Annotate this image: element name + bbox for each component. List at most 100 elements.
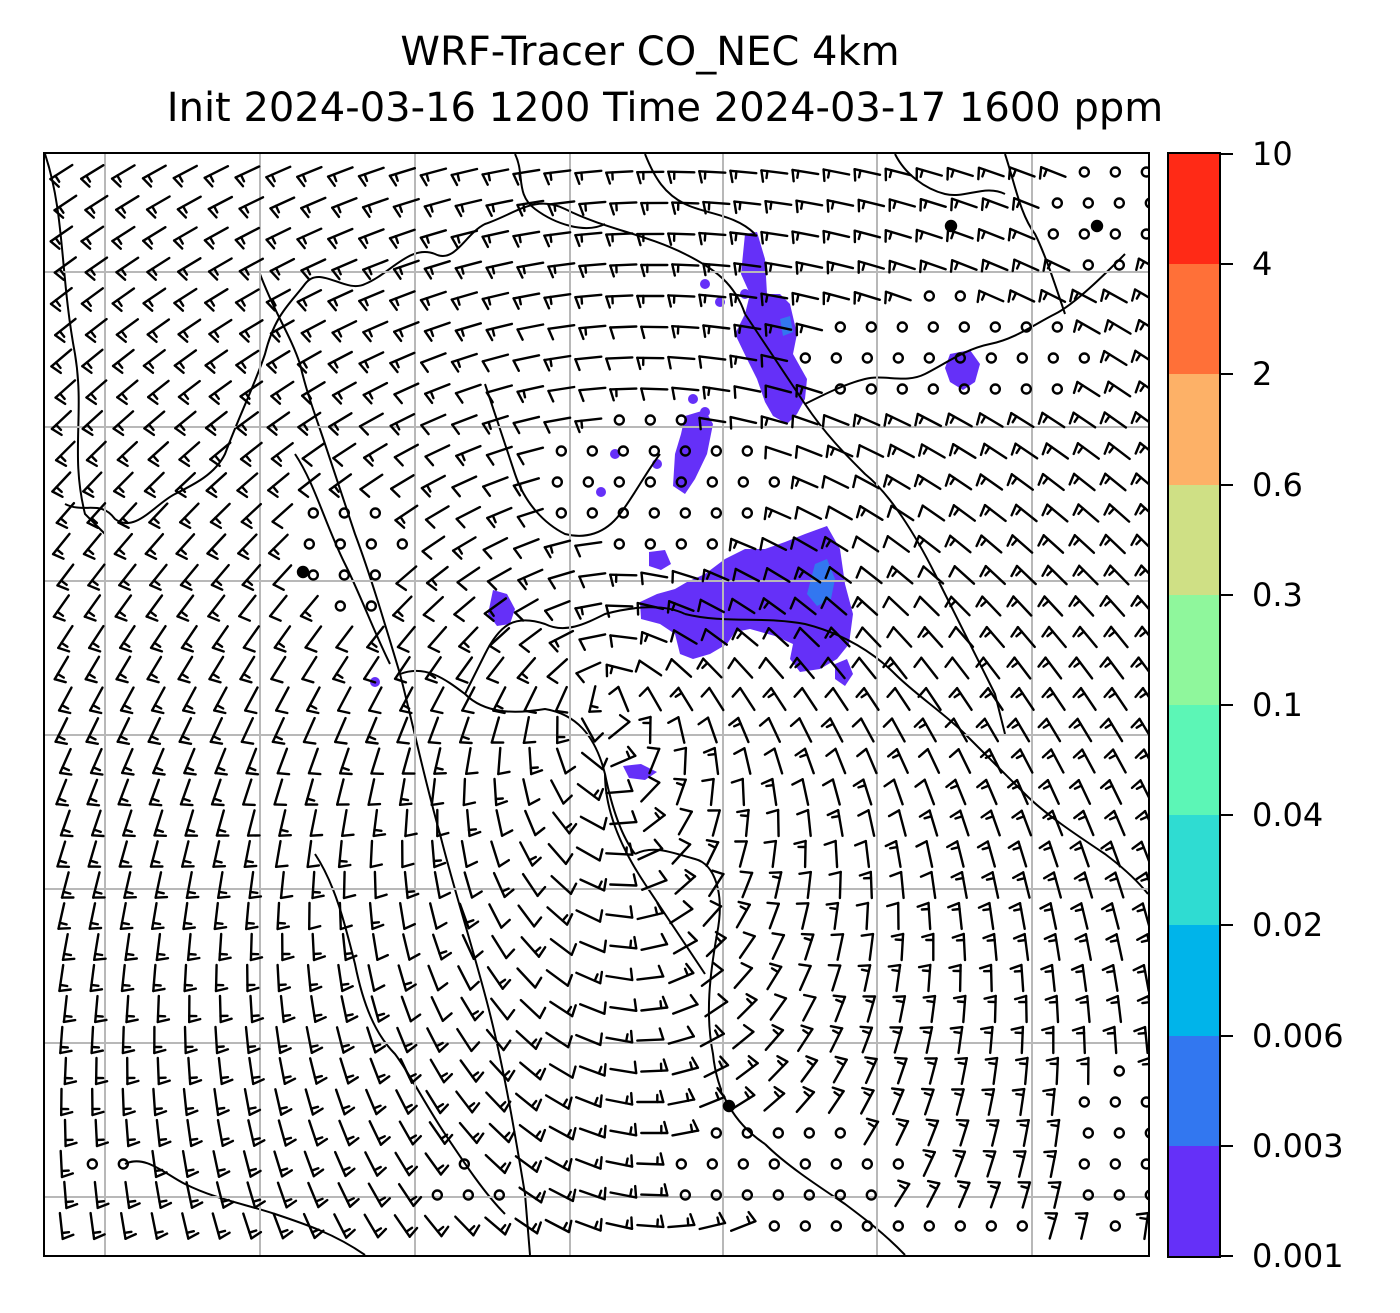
wind-barb-staff <box>574 417 603 423</box>
wind-barb-staff <box>181 686 197 712</box>
wind-barb <box>917 687 942 711</box>
wind-barb-feather <box>120 392 128 401</box>
calm-wind-marker <box>989 383 1002 395</box>
wind-barb-staff <box>1144 871 1148 882</box>
wind-barb <box>369 1057 391 1085</box>
wind-barb-staff <box>763 1092 786 1112</box>
wind-barb-feather <box>948 504 956 518</box>
wind-barb-feather <box>270 394 282 405</box>
wind-barb-staff <box>249 994 254 1024</box>
calm-wind-marker <box>644 414 657 426</box>
wind-barb-feather <box>979 503 987 517</box>
map-canvas <box>45 154 1148 1255</box>
wind-barb <box>94 994 108 1024</box>
wind-barb-staff <box>1050 1087 1056 1117</box>
wind-barb <box>306 963 323 993</box>
wind-barb-feather <box>204 426 217 436</box>
wind-barb <box>946 166 974 181</box>
wind-barb-feather <box>1134 687 1145 699</box>
wind-barb <box>886 901 900 931</box>
wind-barb <box>793 839 807 869</box>
wind-barb-staff <box>301 655 318 681</box>
wind-barb-feather <box>468 830 482 838</box>
calm-wind-marker <box>307 569 320 581</box>
wind-barb-feather <box>1105 994 1120 1002</box>
wind-barb-feather <box>376 1012 386 1017</box>
wind-barb-feather <box>89 392 97 401</box>
wind-barb-feather <box>396 645 410 653</box>
wind-barb-feather <box>1068 656 1078 668</box>
wind-barb-feather <box>567 1035 573 1049</box>
wind-barb-feather <box>49 302 62 313</box>
wind-barb <box>1042 809 1064 837</box>
wind-barb-staff <box>1050 748 1065 774</box>
wind-barb-feather <box>522 740 537 744</box>
colorbar-tick <box>1221 263 1233 266</box>
wind-barb-feather <box>344 1167 356 1178</box>
wind-barb-staff <box>485 260 514 270</box>
wind-barb-feather <box>470 1010 480 1017</box>
wind-barb-feather <box>799 262 804 272</box>
wind-barb-staff <box>978 412 1004 428</box>
wind-barb-feather <box>1042 784 1052 790</box>
wind-barb-feather <box>148 548 157 556</box>
wind-barb-staff <box>982 258 1009 272</box>
wind-barb-feather <box>954 261 959 271</box>
wind-barb-staff <box>1048 840 1059 868</box>
wind-barb <box>1103 748 1127 774</box>
wind-barb <box>482 537 509 560</box>
wind-barb <box>976 289 1005 304</box>
wind-barb-feather <box>609 388 615 402</box>
wind-barb <box>1011 197 1040 211</box>
wind-barb-feather <box>208 332 220 343</box>
wind-barb-feather <box>250 1017 265 1024</box>
wind-barb-staff <box>1020 1025 1025 1055</box>
wind-barb <box>638 686 662 712</box>
wind-barb-feather <box>279 1228 289 1234</box>
wind-barb-staff <box>791 168 820 176</box>
wind-barb-staff <box>836 809 844 837</box>
wind-barb-staff <box>1048 687 1066 711</box>
tracer-speck <box>700 407 710 417</box>
wind-barb-feather <box>53 209 65 219</box>
wind-barb-feather <box>746 997 754 1006</box>
wind-barb-feather <box>438 1042 449 1053</box>
wind-barb <box>1074 933 1093 961</box>
wind-barb-staff <box>957 1025 964 1055</box>
wind-barb-staff <box>921 717 937 743</box>
wind-barb-feather <box>1099 595 1108 608</box>
wind-barb <box>458 626 479 653</box>
wind-barb-staff <box>1141 902 1148 927</box>
wind-barb-feather <box>310 1167 320 1172</box>
wind-barb-staff <box>53 194 78 212</box>
wind-barb <box>853 229 882 244</box>
wind-barb-feather <box>976 778 988 789</box>
wind-barb-feather <box>112 427 125 437</box>
wind-barb <box>54 717 69 745</box>
wind-barb <box>575 661 602 684</box>
wind-barb-feather <box>427 645 441 653</box>
wind-barb-staff <box>81 348 104 368</box>
wind-barb <box>512 477 540 497</box>
wind-barb-feather <box>178 458 191 468</box>
wind-barb-feather <box>337 709 351 715</box>
wind-barb-staff <box>795 656 815 680</box>
wind-barb-feather <box>686 1217 690 1227</box>
wind-barb-staff <box>575 1033 602 1047</box>
wind-barb-feather <box>1043 168 1048 178</box>
wind-barb <box>331 197 358 219</box>
wind-barb-staff <box>270 442 294 460</box>
wind-barb-feather <box>568 822 578 835</box>
wind-barb <box>456 566 481 591</box>
wind-barb <box>203 164 230 188</box>
wind-barb-feather <box>673 746 688 752</box>
wind-barb <box>486 567 512 591</box>
wind-barb-feather <box>61 957 76 961</box>
wind-barb <box>700 686 725 712</box>
wind-barb-staff <box>917 534 941 554</box>
wind-barb-feather <box>340 982 350 987</box>
wind-barb-staff <box>364 1151 379 1177</box>
wind-barb-feather <box>798 569 805 579</box>
wind-barb-feather <box>1130 779 1142 790</box>
wind-barb-staff <box>366 1026 377 1054</box>
